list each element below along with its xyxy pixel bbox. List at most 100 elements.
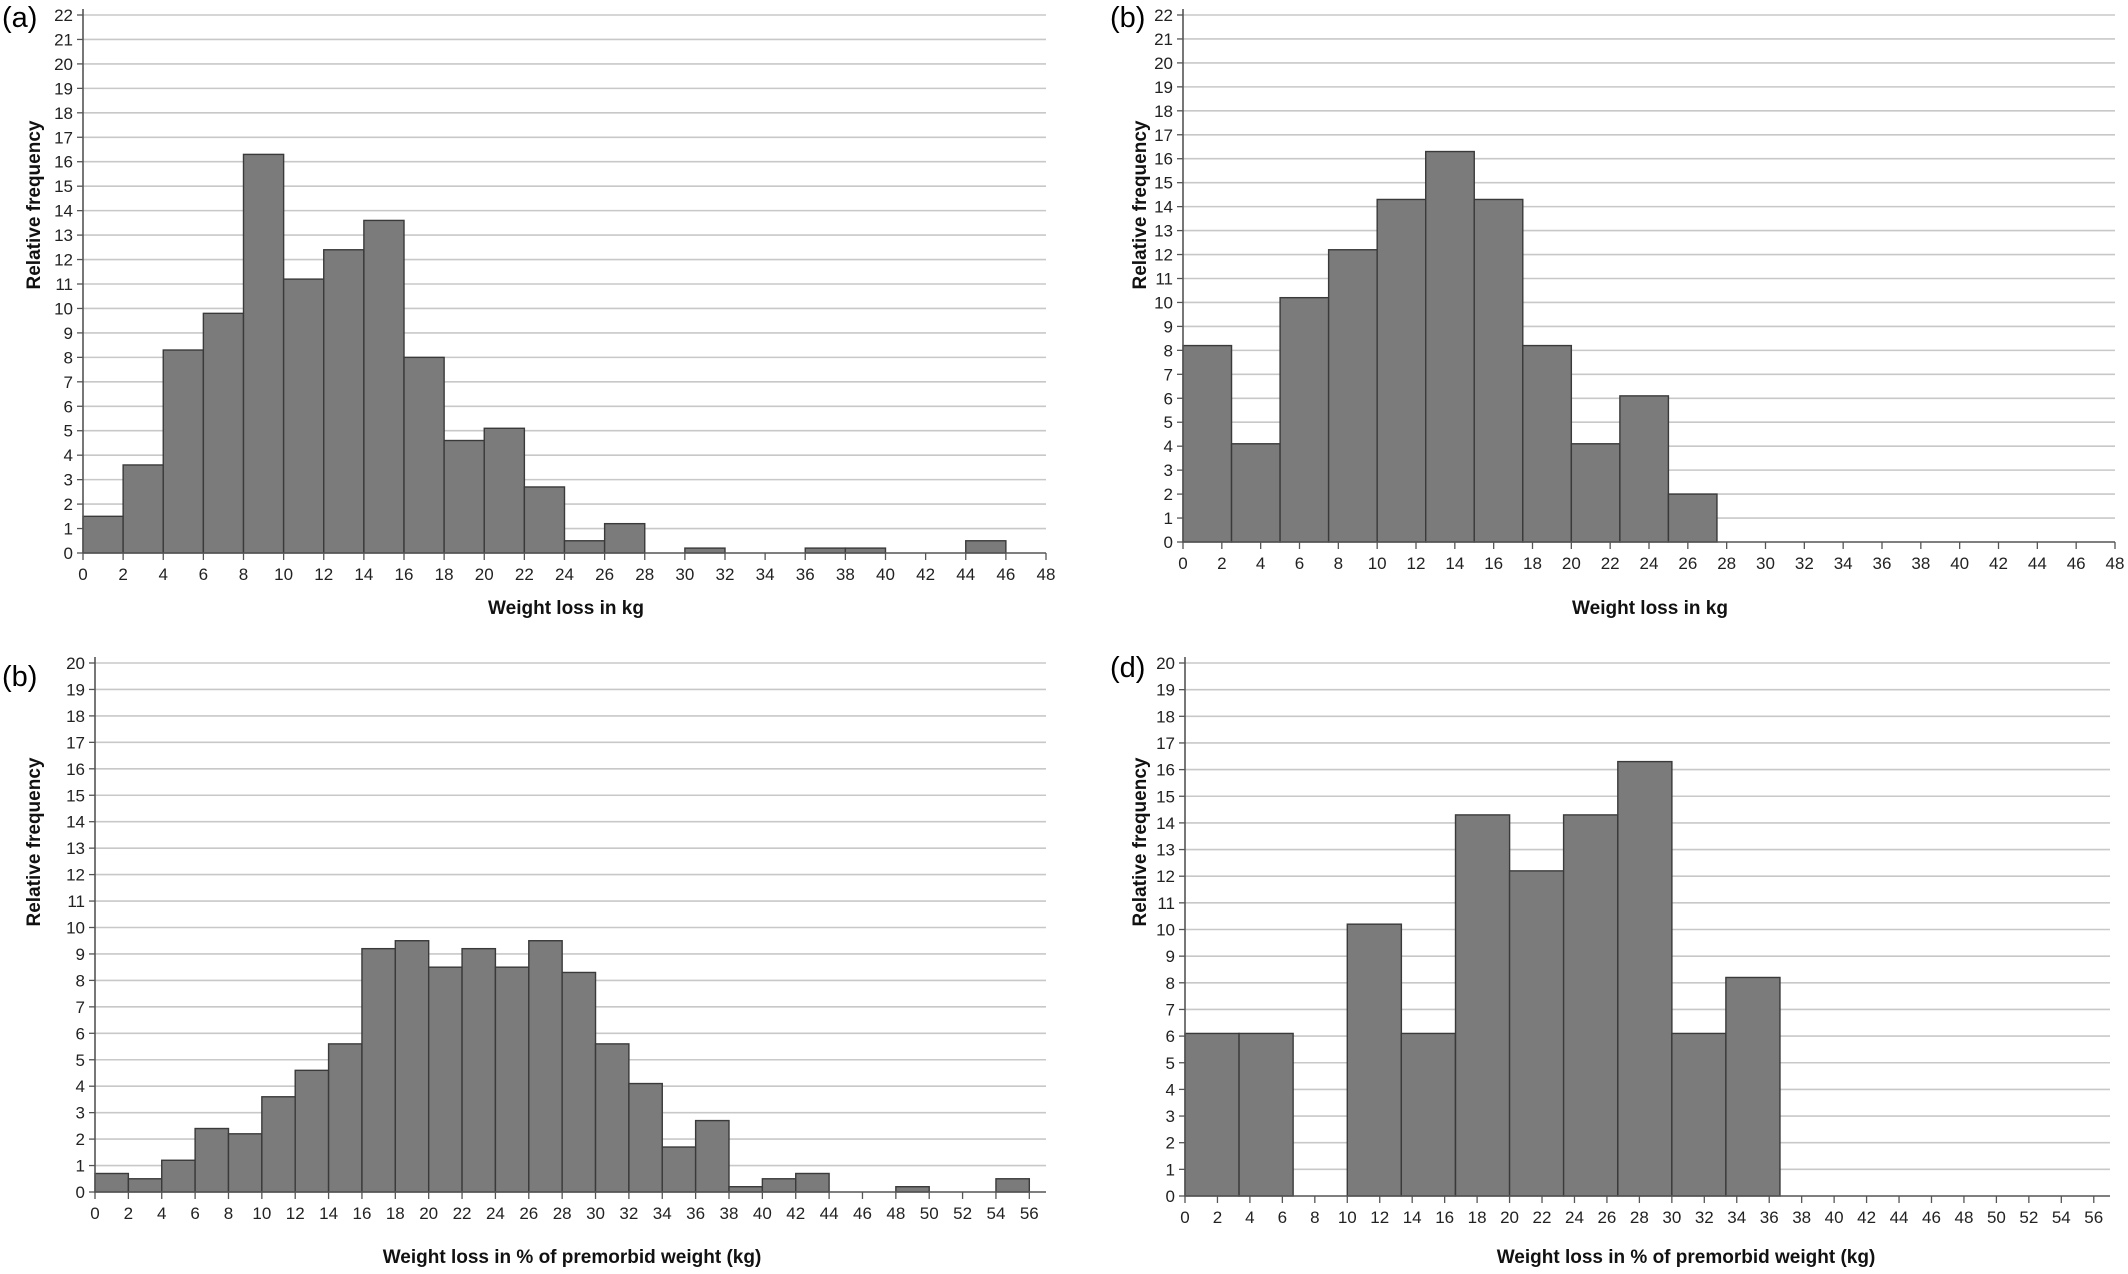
y-tick-label: 11: [1157, 894, 1175, 913]
histogram-bar: [162, 349, 205, 554]
y-tick-label: 5: [76, 1051, 85, 1070]
x-tick-label: 4: [1256, 554, 1265, 573]
x-tick-label: 38: [1911, 554, 1930, 573]
x-tick-label: 6: [199, 565, 208, 584]
x-tick-label: 50: [920, 1204, 939, 1223]
histogram-panel-d: 0 1 2 3 4 5 6 7 8 9 10 11 12 13 14 15 16 17 18 19 20 0 2 4 6 8 10 1…: [1064, 637, 2128, 1274]
x-tick-label: 34: [653, 1204, 672, 1223]
x-tick-label: 22: [515, 565, 534, 584]
y-tick-label: 16: [54, 153, 73, 172]
y-tick-label: 14: [1156, 814, 1175, 833]
y-tick-label: 18: [54, 104, 73, 123]
histogram-bar: [523, 486, 566, 554]
x-tick-label: 48: [1037, 565, 1056, 584]
y-tick-label: 4: [64, 446, 73, 465]
y-tick-label: 15: [66, 786, 85, 805]
x-tick-label: 26: [519, 1204, 538, 1223]
histogram-bar: [1562, 814, 1619, 1197]
x-tick-label: 24: [1565, 1208, 1584, 1227]
y-tick-label: 14: [54, 202, 73, 221]
y-tick-label: 7: [64, 373, 73, 392]
histogram-bar: [594, 1043, 630, 1193]
x-tick-label: 28: [1717, 554, 1736, 573]
histogram-panel-b-percent: 0 1 2 3 4 5 6 7 8 9 10 11 12 13 14 15 16 17 18 19 20 0 2 4 6 8 10 1…: [0, 637, 1064, 1274]
histogram-bar: [1400, 1032, 1457, 1197]
y-tick-label: 9: [1166, 947, 1175, 966]
histogram-bar: [561, 971, 597, 1193]
x-tick-label: 40: [753, 1204, 772, 1223]
y-tick-label: 19: [1156, 681, 1175, 700]
y-tick-label: 2: [64, 495, 73, 514]
x-tick-label: 20: [419, 1204, 438, 1223]
histogram-bar: [603, 522, 646, 554]
y-tick-label: 19: [1154, 78, 1173, 97]
x-tick-label: 24: [555, 565, 574, 584]
x-tick-label: 0: [90, 1204, 99, 1223]
y-tick-label: 21: [54, 30, 73, 49]
x-tick-label: 22: [1533, 1208, 1552, 1227]
x-tick-label: 38: [1792, 1208, 1811, 1227]
x-tick-label: 24: [486, 1204, 505, 1223]
y-tick-label: 9: [1164, 317, 1173, 336]
y-tick-label: 15: [54, 177, 73, 196]
x-tick-label: 12: [1407, 554, 1426, 573]
x-tick-label: 36: [1760, 1208, 1779, 1227]
y-tick-label: 3: [1164, 461, 1173, 480]
histogram-bar: [1508, 870, 1565, 1197]
x-tick-label: 36: [686, 1204, 705, 1223]
histogram-bar: [1182, 344, 1233, 543]
y-tick-label: 10: [1156, 921, 1175, 940]
x-tick-label: 14: [1445, 554, 1464, 573]
y-tick-label: 3: [64, 471, 73, 490]
y-tick-label: 5: [64, 422, 73, 441]
histogram-bar: [242, 153, 285, 554]
histogram-bar: [1279, 296, 1330, 543]
histogram-bar: [1238, 1032, 1294, 1197]
y-tick-label: 4: [76, 1077, 85, 1096]
x-tick-label: 52: [2019, 1208, 2038, 1227]
histogram-bar: [995, 1178, 1031, 1193]
y-tick-label: 13: [66, 839, 85, 858]
x-tick-label: 8: [1334, 554, 1343, 573]
x-tick-label: 26: [595, 565, 614, 584]
x-tick-label: 4: [159, 565, 168, 584]
x-tick-label: 10: [252, 1204, 271, 1223]
y-tick-label: 9: [64, 324, 73, 343]
y-tick-label: 15: [1154, 174, 1173, 193]
x-tick-label: 18: [386, 1204, 405, 1223]
x-tick-label: 28: [553, 1204, 572, 1223]
x-tick-label: 14: [319, 1204, 338, 1223]
y-tick-label: 4: [1166, 1080, 1175, 1099]
histogram-bar: [1346, 923, 1403, 1197]
y-tick-label: 19: [66, 680, 85, 699]
x-tick-label: 44: [2028, 554, 2047, 573]
histogram-bar: [202, 312, 245, 554]
y-tick-label: 0: [1164, 533, 1173, 552]
y-tick-label: 7: [1164, 365, 1173, 384]
y-tick-label: 8: [64, 348, 73, 367]
y-tick-label: 3: [76, 1104, 85, 1123]
y-tick-label: 12: [1154, 246, 1173, 265]
y-tick-label: 12: [1156, 867, 1175, 886]
histogram-bar: [327, 1043, 363, 1193]
histogram-bar: [427, 966, 463, 1193]
y-tick-label: 17: [54, 128, 73, 147]
y-tick-label: 22: [54, 6, 73, 25]
x-tick-label: 30: [586, 1204, 605, 1223]
x-tick-label: 16: [1484, 554, 1503, 573]
histogram-bar: [761, 1178, 797, 1193]
y-tick-label: 12: [54, 251, 73, 270]
x-tick-label: 30: [1756, 554, 1775, 573]
x-tick-label: 20: [475, 565, 494, 584]
y-axis-label: Relative frequency: [1130, 757, 1151, 927]
x-tick-label: 30: [675, 565, 694, 584]
x-tick-label: 16: [352, 1204, 371, 1223]
histogram-bar: [1425, 150, 1475, 543]
x-tick-label: 10: [1368, 554, 1387, 573]
y-tick-label: 10: [54, 299, 73, 318]
x-tick-label: 36: [1873, 554, 1892, 573]
panel-tag: (a): [2, 2, 38, 34]
histogram-bar: [965, 540, 1007, 554]
